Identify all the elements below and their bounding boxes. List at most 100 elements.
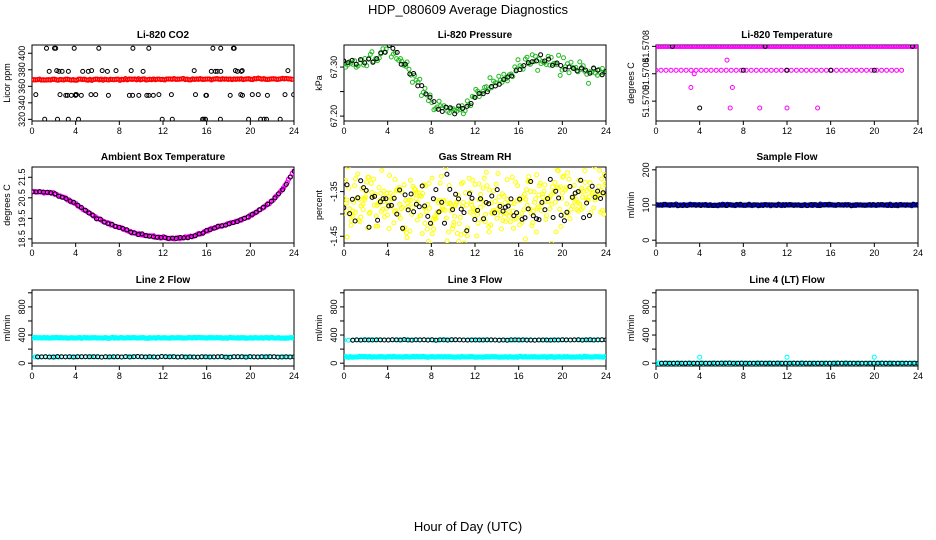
point-rh-yellow: [509, 174, 515, 180]
pressure-xtick-label: 16: [514, 126, 524, 136]
point-temp-magenta-mid: [854, 67, 859, 73]
point-rh-black: [375, 217, 381, 223]
point-rh-black: [377, 199, 383, 205]
point-pressure-black: [603, 69, 606, 74]
point-rh-yellow: [373, 213, 379, 219]
point-temp-magenta-top: [852, 45, 859, 50]
point-pressure-black: [538, 52, 544, 58]
point-rh-black: [586, 213, 592, 219]
point-temp-magenta-top: [785, 45, 791, 50]
pressure-xtick-label: 24: [601, 126, 611, 136]
point-temp-magenta-mid: [788, 67, 794, 73]
point-rh-yellow: [474, 233, 480, 239]
point-rh-yellow: [352, 209, 358, 215]
point-rh-yellow: [442, 207, 448, 213]
temperature-xtick-label: 24: [913, 126, 923, 136]
point-rh-black: [405, 207, 411, 213]
point-rh-black: [347, 211, 353, 217]
point-rh-yellow: [528, 189, 534, 194]
point-temp-magenta-mid: [698, 67, 704, 73]
point-co2-black: [78, 92, 84, 98]
series-temp-magenta-mid: [656, 67, 905, 73]
point-temp-magenta-mid: [743, 67, 749, 73]
co2-xtick-label: 16: [202, 126, 212, 136]
sample-ytick-label: 0: [641, 238, 651, 243]
point-rh-yellow: [535, 204, 541, 210]
point-pressure-black: [447, 105, 453, 111]
point-line4-cyan: [676, 360, 683, 366]
point-rh-black: [483, 200, 489, 205]
point-rh-yellow: [571, 183, 577, 188]
point-rh-black: [363, 187, 369, 193]
point-rh-black: [467, 191, 472, 197]
temperature-title: Li-820 Temperature: [741, 30, 833, 41]
rh-y-axis-label: percent: [314, 189, 324, 220]
point-pressure-black: [554, 60, 560, 66]
point-ambient-black: [63, 196, 69, 202]
point-temp-magenta-top: [730, 45, 736, 50]
point-rh-yellow: [483, 211, 488, 217]
point-pressure-black: [595, 67, 601, 73]
point-pressure-green: [422, 85, 428, 91]
point-pressure-black: [496, 81, 502, 87]
co2-xtick-label: 24: [289, 126, 299, 136]
point-rh-black: [456, 196, 461, 202]
point-pressure-green: [369, 49, 375, 55]
point-temp-magenta-top: [874, 45, 880, 50]
point-rh-yellow: [506, 245, 510, 249]
line3-ytick-label: 0: [329, 361, 339, 366]
point-pressure-black: [587, 70, 593, 76]
point-ambient-black: [265, 201, 271, 207]
point-temp-magenta-mid: [668, 67, 674, 73]
point-rh-yellow: [360, 207, 366, 212]
point-rh-yellow: [396, 185, 402, 191]
point-rh-yellow: [582, 179, 588, 185]
point-rh-black: [413, 201, 419, 207]
point-rh-black: [369, 194, 375, 200]
point-co2-black: [210, 45, 216, 51]
line4-title: Line 4 (LT) Flow: [749, 275, 825, 286]
series-line3-black: [350, 337, 606, 343]
point-rh-yellow: [498, 212, 504, 218]
point-rh-yellow: [533, 229, 539, 235]
point-temp-magenta-top: [696, 45, 702, 50]
co2-xtick-label: 4: [73, 126, 78, 136]
point-co2-black: [93, 92, 99, 98]
line4-points: [656, 354, 918, 366]
sample-ytick-label: 100: [641, 197, 651, 212]
line2-points: [32, 334, 294, 360]
point-sample-black: [906, 202, 912, 208]
point-temp-magenta-top: [884, 45, 890, 50]
co2-ytick-label: 320: [17, 112, 27, 127]
point-temp-magenta-sparse: [729, 85, 735, 90]
point-sample-black: [737, 201, 743, 207]
point-temp-magenta-top: [727, 45, 734, 50]
series-temp-magenta-top: [656, 45, 918, 50]
pressure-xtick-label: 20: [557, 126, 567, 136]
point-rh-black: [564, 209, 570, 215]
point-pressure-green: [556, 52, 562, 58]
point-rh-yellow: [418, 193, 424, 199]
rh-xtick-label: 8: [429, 248, 434, 258]
point-rh-yellow: [384, 190, 390, 196]
point-line2-black: [291, 354, 294, 360]
point-co2-black: [80, 68, 86, 74]
point-sample-black: [844, 202, 850, 208]
point-sample-black: [711, 203, 717, 208]
point-rh-yellow: [487, 187, 493, 193]
point-rh-yellow: [586, 185, 592, 191]
point-co2-black: [56, 68, 62, 74]
point-line3-cyan-high: [368, 337, 374, 343]
point-rh-yellow: [537, 180, 543, 186]
point-temp-magenta-mid: [773, 67, 779, 73]
point-temp-magenta-mid: [839, 67, 844, 73]
line2-xtick-label: 16: [202, 371, 212, 381]
ambient-xtick-label: 4: [73, 248, 78, 258]
point-rh-yellow: [420, 191, 426, 196]
point-temp-magenta-top: [689, 45, 695, 50]
point-temp-magenta-top: [756, 45, 763, 50]
point-temp-magenta-mid: [703, 67, 709, 73]
point-temp-magenta-top: [711, 45, 717, 50]
sample-points: [656, 201, 918, 209]
point-rh-yellow: [501, 193, 507, 199]
